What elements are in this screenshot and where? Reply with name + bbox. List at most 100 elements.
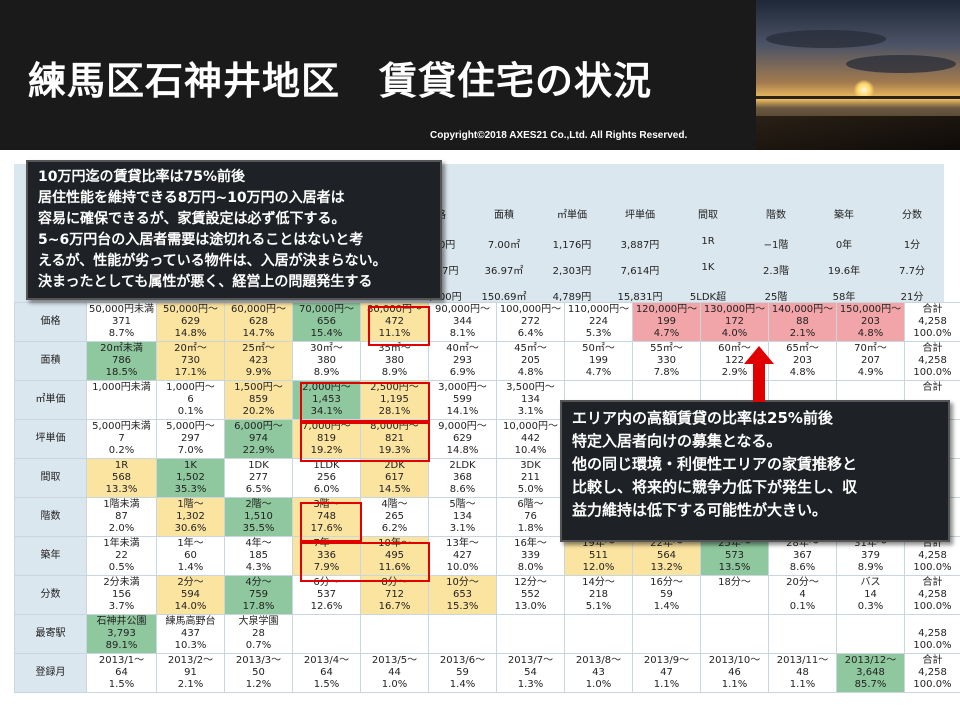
cell-range: 20分～: [786, 577, 819, 588]
cell-count: 730: [180, 355, 201, 366]
cell-count: 122: [724, 355, 745, 366]
up-arrow-icon: [744, 346, 774, 402]
cell-count: [88, 394, 156, 406]
callout-line: 比較し、将来的に競争力低下が発生し、収: [572, 478, 858, 496]
cell-count: 564: [656, 550, 677, 561]
cell-percent: 14.5%: [378, 484, 411, 495]
rental-statistics-area: 価格5,000円35,137円400,000円面積7.00㎡36.97㎡150.…: [14, 150, 960, 720]
cell-range: 28年～: [786, 538, 819, 549]
cell-count: 59: [456, 667, 469, 678]
cell-count: 6: [187, 394, 194, 405]
cell-count: 59: [660, 589, 673, 600]
total-value: 合計: [922, 538, 943, 549]
cell-count: [702, 589, 768, 601]
cell-percent: 14.8%: [446, 445, 479, 456]
table-cell: 1R 568 13.3%: [86, 458, 157, 498]
cell-count: 427: [452, 550, 473, 561]
cell-percent: 14.0%: [174, 601, 207, 612]
cell-percent: 16.7%: [378, 601, 411, 612]
cell-percent: 1.5%: [313, 679, 340, 690]
cell-range: 16年～: [514, 538, 547, 549]
table-cell: 2013/4～ 64 1.5%: [292, 653, 361, 693]
cell-percent: 8.9%: [381, 367, 408, 378]
summary-value: 1R: [701, 236, 715, 247]
table-cell: 35㎡～ 380 8.9%: [360, 341, 429, 381]
cell-percent: [702, 601, 768, 613]
cell-range: 2013/5～: [371, 655, 418, 666]
cell-range: 150,000円～: [839, 304, 902, 315]
cell-count: 3,793: [107, 628, 136, 639]
cell-count: 87: [115, 511, 128, 522]
cell-count: 265: [384, 511, 405, 522]
table-cell: 1,000円未満: [86, 380, 157, 420]
cell-count: [634, 628, 700, 640]
cell-range: 2013/3～: [235, 655, 282, 666]
cell-range: 4分～: [245, 577, 272, 588]
cell-percent: 1.3%: [517, 679, 544, 690]
cell-count: 88: [796, 316, 809, 327]
cell-range: 55㎡～: [650, 343, 683, 354]
cell-range: [566, 382, 632, 394]
cell-count: 199: [656, 316, 677, 327]
cell-percent: 4.8%: [517, 367, 544, 378]
summary-value: −1階: [763, 240, 789, 251]
cell-range: [838, 382, 904, 394]
table-cell: 2013/3～ 50 1.2%: [224, 653, 293, 693]
cell-percent: 1.2%: [245, 679, 272, 690]
cell-percent: 3.7%: [108, 601, 135, 612]
cell-range: 50,000円未満: [89, 304, 154, 315]
cell-percent: 0.1%: [177, 406, 204, 417]
total-value: 合計: [922, 655, 943, 666]
total-value: 4,258: [918, 589, 947, 600]
cell-count: 272: [520, 316, 541, 327]
cell-percent: 2.0%: [108, 523, 135, 534]
cell-range: 2013/7～: [507, 655, 554, 666]
table-cell: 3,500円～ 134 3.1%: [496, 380, 565, 420]
table-cell: 2013/6～ 59 1.4%: [428, 653, 497, 693]
cell-percent: 4.8%: [857, 328, 884, 339]
summary-value: 21分: [900, 292, 924, 303]
cell-range: 110,000円～: [567, 304, 630, 315]
cell-count: 199: [588, 355, 609, 366]
cell-percent: 14.1%: [446, 406, 479, 417]
cell-count: 7: [118, 433, 125, 444]
cell-percent: 1.5%: [108, 679, 135, 690]
table-cell: 6,000円～ 974 22.9%: [224, 419, 293, 459]
table-cell: 1年未満 22 0.5%: [86, 536, 157, 576]
cell-range: 1階～: [177, 499, 204, 510]
page-title: 練馬区石神井地区 賃貸住宅の状況: [28, 59, 653, 103]
cell-percent: 13.0%: [514, 601, 547, 612]
cell-count: 656: [316, 316, 337, 327]
cell-range: 2013/11～: [776, 655, 829, 666]
cell-range: 25㎡～: [242, 343, 275, 354]
table-cell: [564, 614, 633, 654]
cell-count: 44: [388, 667, 401, 678]
cell-range: 130,000円～: [703, 304, 766, 315]
cell-count: 134: [520, 394, 541, 405]
table-cell: 25㎡～ 423 9.9%: [224, 341, 293, 381]
summary-header: 間取: [698, 210, 718, 221]
cell-percent: 8.7%: [108, 328, 135, 339]
total-value: 100.0%: [913, 328, 952, 339]
table-cell: 5階～ 134 3.1%: [428, 497, 497, 537]
cell-range: 100,000円～: [499, 304, 562, 315]
cell-count: [770, 628, 836, 640]
cell-percent: 1.8%: [517, 523, 544, 534]
cell-count: 172: [724, 316, 745, 327]
cell-count: [838, 628, 904, 640]
table-cell: 19年～ 511 12.0%: [564, 536, 633, 576]
copyright-text: Copyright©2018 AXES21 Co.,Ltd. All Right…: [430, 130, 688, 141]
cell-percent: 13.3%: [105, 484, 138, 495]
cell-range: 65㎡～: [786, 343, 819, 354]
cell-count: 537: [316, 589, 337, 600]
cell-range: 大泉学園: [238, 616, 279, 627]
table-row: 面積 20㎡未満 786 18.5% 20㎡～ 730 17.1% 25㎡～ 423 9.9% 30…: [14, 341, 960, 381]
cell-count: 568: [111, 472, 132, 483]
total-value: 100.0%: [913, 601, 952, 612]
cell-count: 367: [792, 550, 813, 561]
cell-count: 3,648: [856, 667, 885, 678]
cell-percent: 6.5%: [245, 484, 272, 495]
summary-header: 坪単価: [625, 210, 655, 221]
table-cell: 2013/12～ 3,648 85.7%: [836, 653, 905, 693]
cell-count: 472: [384, 316, 405, 327]
